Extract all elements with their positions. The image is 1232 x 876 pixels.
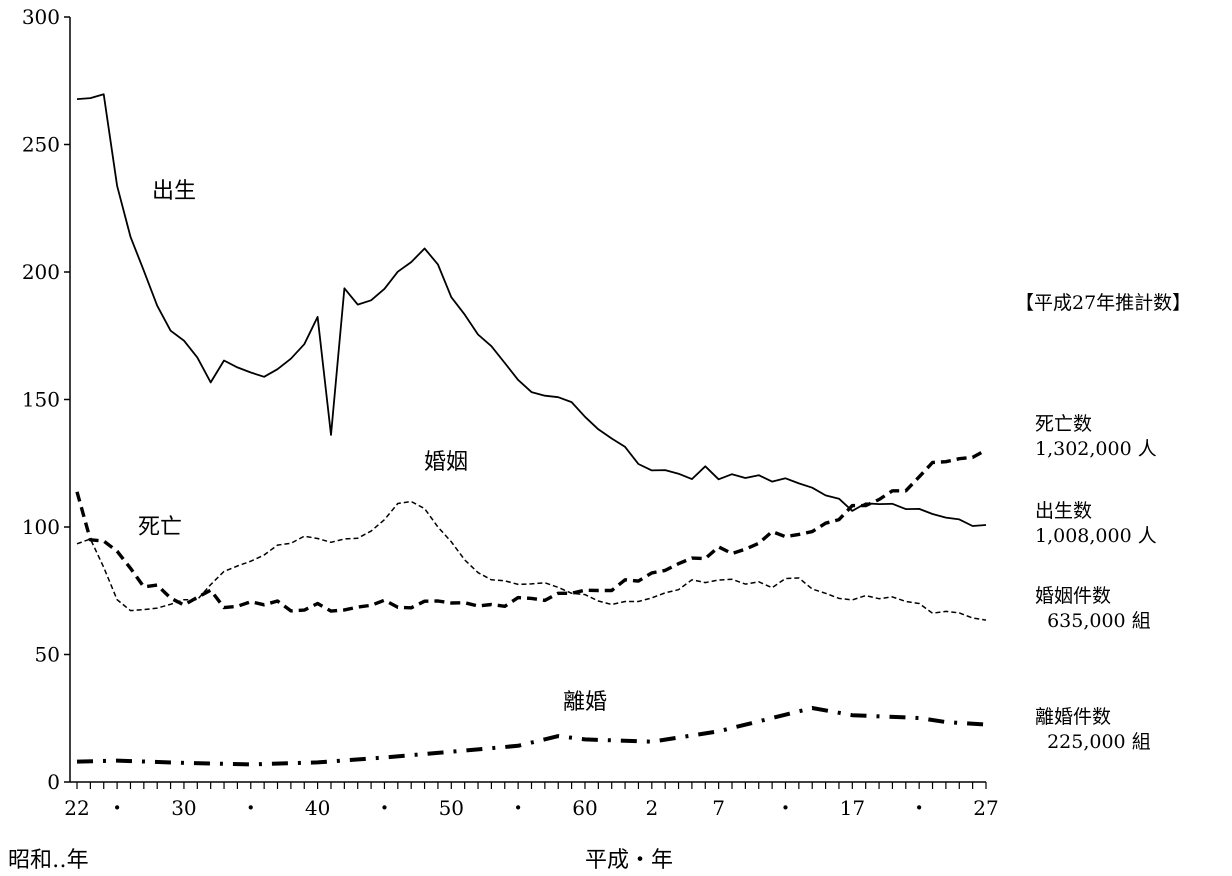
y-tick-label: 250 xyxy=(22,133,60,157)
series-line-2 xyxy=(76,500,987,621)
y-tick-label: 200 xyxy=(22,260,60,284)
axes xyxy=(69,17,986,783)
estimate-death-value: 1,302,000 人 xyxy=(1035,438,1157,460)
estimate-box-title: 【平成27年推計数】 xyxy=(1015,292,1192,314)
x-tick-label: ・ xyxy=(107,796,127,820)
series-line-0 xyxy=(76,93,987,527)
x-tick-label: 7 xyxy=(712,796,725,820)
y-tick-label: 150 xyxy=(22,388,60,412)
estimate-death-label: 死亡数 xyxy=(1035,413,1093,435)
y-tick-label: 0 xyxy=(47,770,60,794)
series-label-divorce: 離婚 xyxy=(563,690,607,715)
x-tick-label: 2 xyxy=(645,796,658,820)
x-tick-label: ・ xyxy=(508,796,528,820)
x-axis-ticks: 22 ・ 30 ・ 40 ・ 50 ・ 60 2 7 ・ 17 ・ 27 xyxy=(64,782,999,820)
x-tick-label: 22 xyxy=(64,796,89,820)
estimate-birth-label: 出生数 xyxy=(1035,500,1093,522)
x-tick-label: 50 xyxy=(439,796,464,820)
x-tick-label: ・ xyxy=(374,796,394,820)
series-label-death: 死亡 xyxy=(138,515,182,540)
series-lines xyxy=(75,93,987,767)
estimate-divorce-label: 離婚件数 xyxy=(1035,706,1112,728)
series-label-marriage: 婚姻 xyxy=(424,450,468,475)
series-line-1 xyxy=(75,448,987,613)
x-tick-label: 40 xyxy=(305,796,330,820)
x-tick-label: 17 xyxy=(840,796,865,820)
x-tick-label: 27 xyxy=(973,796,998,820)
era-label-heisei: 平成・年 xyxy=(585,848,673,873)
y-axis-ticks: 0 50 100 150 200 250 300 xyxy=(22,5,70,794)
y-tick-label: 300 xyxy=(22,5,60,29)
estimate-divorce-value: 225,000 組 xyxy=(1035,731,1151,753)
estimate-birth-value: 1,008,000 人 xyxy=(1035,525,1157,547)
estimate-marriage-label: 婚姻件数 xyxy=(1035,585,1112,607)
x-tick-label: 30 xyxy=(171,796,196,820)
x-tick-label: 60 xyxy=(572,796,597,820)
y-tick-label: 50 xyxy=(35,643,60,667)
y-tick-label: 100 xyxy=(22,515,60,539)
x-tick-label: ・ xyxy=(775,796,795,820)
x-tick-label: ・ xyxy=(241,796,261,820)
series-line-3 xyxy=(76,706,987,767)
estimate-marriage-value: 635,000 組 xyxy=(1035,610,1151,632)
series-label-birth: 出生 xyxy=(152,179,196,204)
series-labels: 出生 死亡 婚姻 離婚 xyxy=(138,179,607,715)
x-tick-label: ・ xyxy=(909,796,929,820)
era-label-showa: 昭和‥年 xyxy=(8,848,89,873)
